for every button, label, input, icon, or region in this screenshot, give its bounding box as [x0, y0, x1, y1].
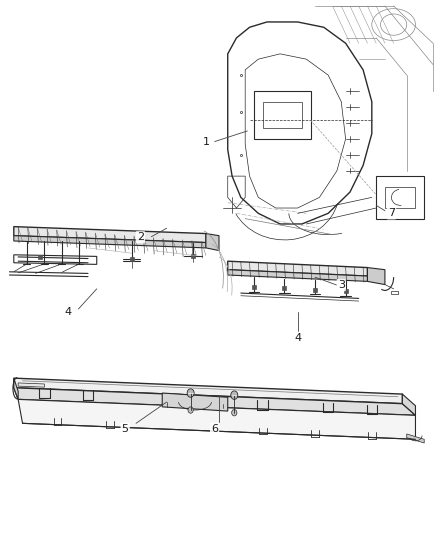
Text: 2: 2 [137, 232, 144, 243]
Circle shape [188, 407, 193, 413]
Text: 6: 6 [211, 424, 218, 434]
Circle shape [187, 389, 194, 397]
Text: 3: 3 [338, 280, 345, 290]
Text: 5: 5 [122, 424, 129, 434]
Polygon shape [228, 270, 367, 281]
Circle shape [231, 391, 238, 399]
Polygon shape [162, 393, 228, 411]
Polygon shape [14, 378, 18, 399]
Text: 1: 1 [202, 136, 209, 147]
Polygon shape [206, 233, 219, 251]
Circle shape [232, 409, 237, 416]
Polygon shape [14, 387, 416, 415]
Text: 4: 4 [65, 306, 72, 317]
Polygon shape [403, 394, 416, 415]
Text: 4: 4 [294, 333, 301, 343]
Polygon shape [228, 261, 367, 276]
Polygon shape [14, 227, 206, 243]
Polygon shape [407, 434, 424, 443]
Polygon shape [367, 268, 385, 285]
Polygon shape [14, 378, 403, 403]
Polygon shape [18, 383, 44, 387]
Polygon shape [14, 236, 206, 248]
Text: 7: 7 [388, 208, 395, 219]
Polygon shape [18, 399, 416, 439]
